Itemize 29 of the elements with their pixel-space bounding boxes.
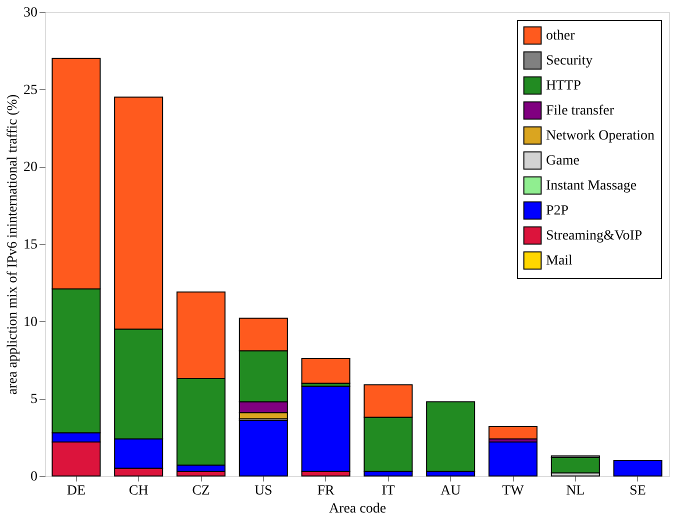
legend-label: Game (546, 154, 580, 168)
legend-label: HTTP (546, 78, 582, 94)
legend-label: Streaming&VoIP (546, 228, 642, 244)
x-tick-label: FR (317, 484, 336, 498)
legend-label: other (546, 28, 576, 44)
legend-label: Instant Massage (546, 178, 637, 194)
x-tick-label: NL (566, 484, 585, 498)
y-tick-label: 10 (24, 314, 38, 330)
x-tick-label: SE (630, 484, 646, 498)
y-tick-label: 0 (30, 470, 38, 484)
x-axis-title: Area code (328, 502, 386, 516)
x-tick-label: TW (502, 484, 525, 498)
legend-label: Mail (546, 254, 573, 268)
x-tick-label: IT (382, 484, 396, 498)
legend-label: P2P (546, 204, 569, 218)
y-tick-label: 30 (24, 6, 38, 20)
legend-label: Network Operation (546, 128, 654, 144)
x-tick-label: AU (440, 484, 461, 498)
y-tick-label: 5 (30, 392, 38, 408)
legend-label: File transfer (546, 104, 614, 118)
y-tick-label: 20 (24, 160, 38, 176)
x-tick-label: DE (66, 484, 86, 498)
y-axis-title: area appliction mix of IPv6 ininternational traffic (%) (6, 94, 20, 395)
y-tick-label: 15 (24, 238, 38, 252)
x-tick-label: US (254, 484, 272, 498)
y-tick-label: 25 (24, 82, 38, 98)
legend-label: Security (546, 54, 593, 68)
x-tick-label: CH (128, 484, 148, 498)
x-tick-label: CZ (192, 484, 210, 498)
